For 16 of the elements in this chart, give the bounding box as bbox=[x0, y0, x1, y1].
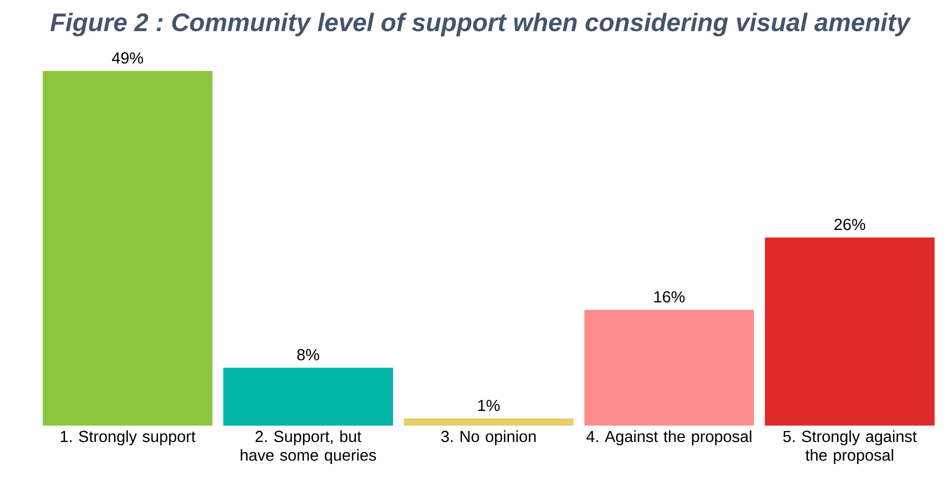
x-tick-label: 5. Strongly against the proposal bbox=[783, 430, 917, 464]
x-tick-label: 2. Support, but have some queries bbox=[240, 430, 376, 464]
data-label: 26% bbox=[834, 218, 866, 230]
x-tick-label: 4. Against the proposal bbox=[586, 430, 752, 446]
bar bbox=[584, 310, 754, 426]
bar bbox=[223, 368, 393, 426]
x-tick-label: 3. No opinion bbox=[441, 430, 536, 446]
bar bbox=[42, 71, 212, 426]
data-label: 8% bbox=[297, 349, 320, 360]
data-label: 49% bbox=[112, 52, 144, 64]
bar bbox=[404, 418, 574, 426]
chart-title: Figure 2 : Community level of support when considering visual amenity bbox=[50, 12, 912, 36]
data-label: 16% bbox=[654, 291, 685, 302]
bar bbox=[764, 237, 935, 426]
data-label: 1% bbox=[478, 400, 500, 412]
x-tick-label: 1. Strongly support bbox=[60, 430, 196, 446]
